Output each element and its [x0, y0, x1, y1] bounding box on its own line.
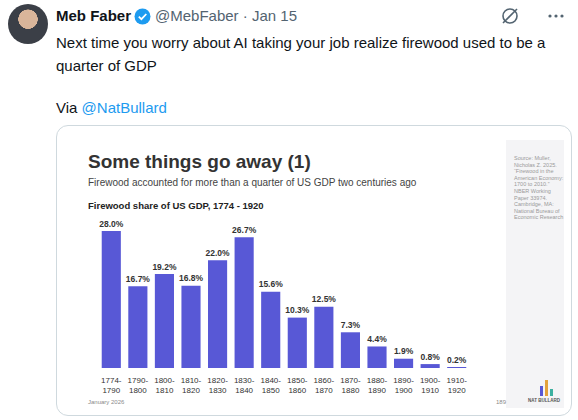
svg-text:19.2%: 19.2%	[152, 262, 177, 272]
svg-text:1860: 1860	[288, 386, 306, 395]
svg-text:1830-: 1830-	[234, 376, 255, 385]
svg-text:1920: 1920	[448, 386, 466, 395]
html-text:@MebFaber · Jan 15: @MebFaber · Jan 15	[155, 7, 297, 24]
svg-text:16.8%: 16.8%	[179, 273, 204, 283]
svg-text:0.8%: 0.8%	[420, 352, 440, 362]
svg-text:28.0%: 28.0%	[99, 219, 124, 229]
svg-text:1890-: 1890-	[393, 376, 414, 385]
html-text:Firewood share of US GDP, 1774: Firewood share of US GDP, 1774 - 1920	[88, 200, 264, 211]
html-text:Meb Faber: Meb Faber	[56, 7, 131, 24]
svg-text:1800-: 1800-	[154, 376, 175, 385]
svg-text:1820-: 1820-	[207, 376, 228, 385]
svg-text:22.0%: 22.0%	[206, 248, 231, 258]
html-text:189: 189	[496, 399, 506, 405]
svg-text:1790-: 1790-	[128, 376, 149, 385]
svg-text:1890: 1890	[368, 386, 386, 395]
svg-text:1900: 1900	[395, 386, 413, 395]
html-text:Next time you worry about AI t: Next time you worry about AI taking your…	[56, 34, 546, 74]
svg-text:1840-: 1840-	[260, 376, 281, 385]
svg-text:7.3%: 7.3%	[341, 320, 361, 330]
svg-text:1910-: 1910-	[446, 376, 467, 385]
svg-text:1774-: 1774-	[101, 376, 122, 385]
svg-text:16.7%: 16.7%	[126, 274, 151, 284]
svg-text:10.3%: 10.3%	[285, 305, 310, 315]
svg-text:12.5%: 12.5%	[312, 294, 337, 304]
svg-text:1.9%: 1.9%	[394, 346, 414, 356]
svg-text:1870: 1870	[315, 386, 333, 395]
svg-text:1800: 1800	[129, 386, 147, 395]
svg-text:1850: 1850	[262, 386, 280, 395]
html-text:Via @NatBullard: Via @NatBullard	[56, 99, 167, 116]
svg-text:1790: 1790	[102, 386, 120, 395]
html-text:Firewood accounted for more th: Firewood accounted for more than a quart…	[88, 177, 417, 188]
svg-text:1900-: 1900-	[420, 376, 441, 385]
svg-text:1850-: 1850-	[287, 376, 308, 385]
svg-text:15.6%: 15.6%	[259, 279, 284, 289]
svg-text:1870-: 1870-	[340, 376, 361, 385]
svg-text:1860-: 1860-	[314, 376, 335, 385]
html-text:January 2026: January 2026	[88, 399, 125, 405]
svg-text:1810: 1810	[156, 386, 174, 395]
svg-text:0.2%: 0.2%	[447, 355, 467, 365]
svg-text:1910: 1910	[421, 386, 439, 395]
svg-text:4.4%: 4.4%	[367, 334, 387, 344]
html-text:Some things go away (1): Some things go away (1)	[88, 151, 311, 172]
svg-text:26.7%: 26.7%	[232, 225, 257, 235]
svg-text:1830: 1830	[209, 386, 227, 395]
svg-text:1880-: 1880-	[367, 376, 388, 385]
html-text:Source: Muller, Nicholas Z. 20: Source: Muller, Nicholas Z. 2025. “Firew…	[514, 155, 564, 221]
svg-text:1820: 1820	[182, 386, 200, 395]
html-text:NAT BULLARD: NAT BULLARD	[528, 398, 560, 403]
svg-text:1840: 1840	[235, 386, 253, 395]
svg-text:1810-: 1810-	[181, 376, 202, 385]
svg-text:1880: 1880	[342, 386, 360, 395]
